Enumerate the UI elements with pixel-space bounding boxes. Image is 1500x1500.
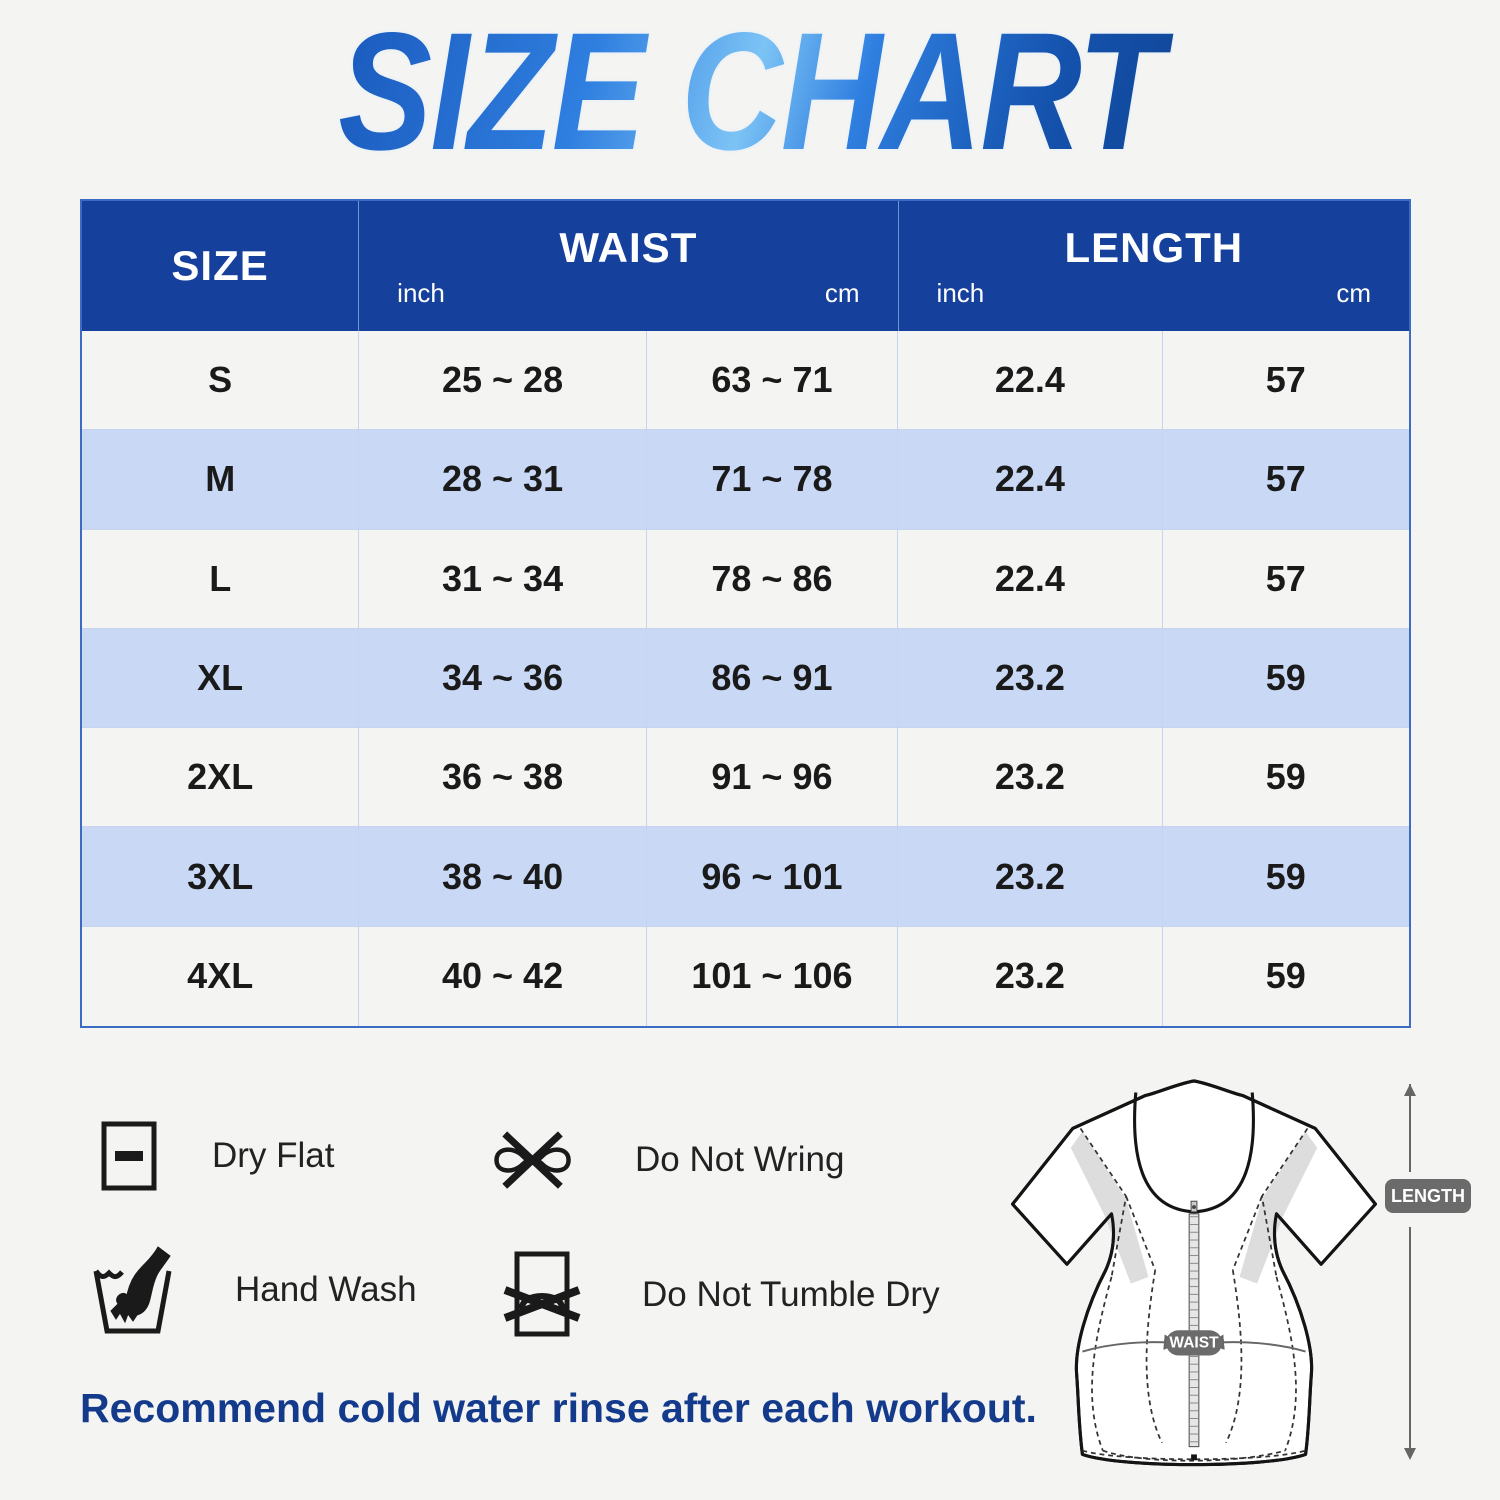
svg-text:LENGTH: LENGTH bbox=[1391, 1186, 1465, 1206]
svg-text:WAIST: WAIST bbox=[1169, 1335, 1219, 1352]
